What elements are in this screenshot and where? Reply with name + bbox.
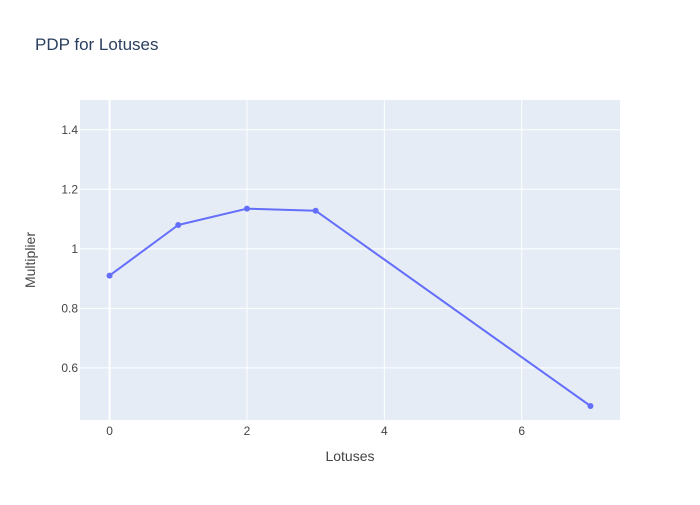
y-tick-label: 1 xyxy=(71,242,78,256)
data-point[interactable] xyxy=(312,207,319,214)
y-tick-label: 1.4 xyxy=(61,123,78,137)
plot-area xyxy=(80,100,620,420)
data-point[interactable] xyxy=(175,222,182,229)
y-axis-label: Multiplier xyxy=(22,232,38,288)
data-point[interactable] xyxy=(587,403,594,410)
x-tick-label: 4 xyxy=(381,424,388,438)
x-tick-label: 6 xyxy=(518,424,525,438)
y-tick-label: 0.6 xyxy=(61,361,78,375)
data-point[interactable] xyxy=(106,272,113,279)
chart-title: PDP for Lotuses xyxy=(35,35,158,54)
x-tick-label: 0 xyxy=(106,424,113,438)
grid-lines xyxy=(80,100,620,420)
y-tick-label: 1.2 xyxy=(61,182,78,196)
x-axis-label: Lotuses xyxy=(325,448,374,464)
series-layer xyxy=(106,205,594,410)
x-tick-label: 2 xyxy=(244,424,251,438)
data-point[interactable] xyxy=(243,205,250,212)
y-tick-label: 0.8 xyxy=(61,301,78,315)
axis-ticks: 0 2 4 6 0.6 0.8 1 1.2 1.4 xyxy=(61,123,525,438)
